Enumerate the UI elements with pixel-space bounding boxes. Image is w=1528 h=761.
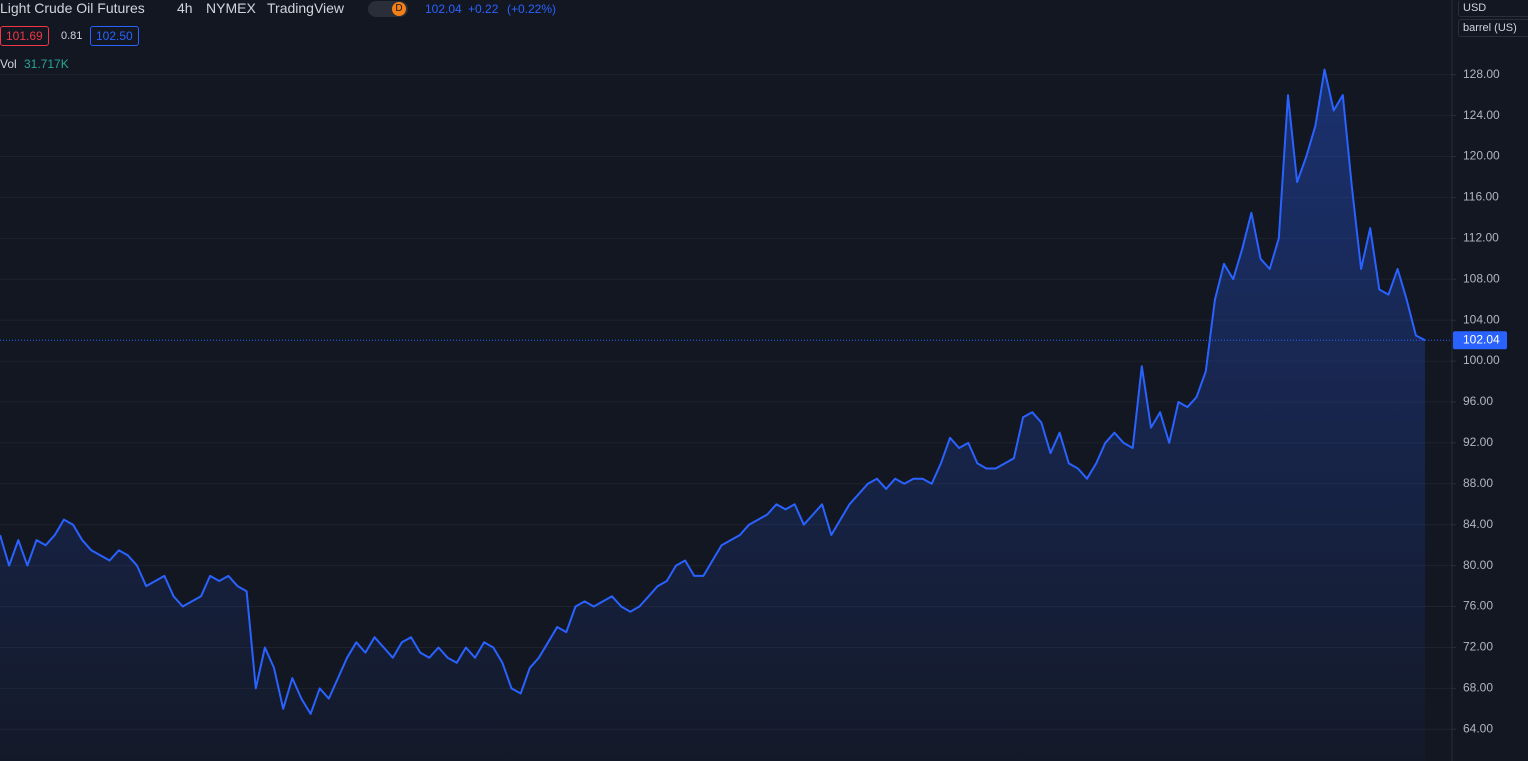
y-tick-label: 116.00	[1463, 190, 1499, 204]
y-tick-label: 100.00	[1463, 353, 1500, 367]
y-tick-label: 108.00	[1463, 271, 1500, 285]
last-price-tag	[1453, 331, 1507, 350]
change: +0.22	[468, 2, 499, 16]
bid[interactable]: 101.69	[0, 26, 49, 46]
area-fill	[0, 69, 1425, 761]
y-tick-label: 88.00	[1463, 476, 1493, 490]
y-tick-label: 120.00	[1463, 149, 1500, 163]
y-tick-label: 72.00	[1463, 640, 1493, 654]
symbol-title: Light Crude Oil Futures	[0, 0, 145, 16]
y-tick-label: 68.00	[1463, 681, 1493, 695]
y-tick-label: 124.00	[1463, 108, 1500, 122]
volume-label: Vol	[0, 57, 17, 71]
y-tick-label: 76.00	[1463, 599, 1493, 613]
y-tick-label: 80.00	[1463, 558, 1493, 572]
spread: 0.81	[61, 30, 83, 42]
status-pill: D	[368, 1, 408, 17]
ask[interactable]: 102.50	[90, 26, 139, 46]
unit-select[interactable]: barrel (US)	[1458, 19, 1528, 37]
y-tick-label: 128.00	[1463, 67, 1500, 81]
volume-value: 31.717K	[24, 57, 69, 71]
source: TradingView	[267, 0, 345, 16]
last-price: 102.04	[425, 2, 462, 16]
y-tick-label: 104.00	[1463, 312, 1500, 326]
price-line	[0, 68, 1426, 715]
y-tick-label: 96.00	[1463, 394, 1493, 408]
change-percent: (+0.22%)	[507, 2, 557, 16]
plot	[0, 68, 1452, 761]
y-tick-label: 92.00	[1463, 435, 1493, 449]
interval[interactable]: 4h	[177, 0, 193, 16]
y-tick-label: 64.00	[1463, 721, 1493, 735]
y-tick-label: 112.00	[1463, 230, 1499, 244]
exchange: NYMEX	[206, 0, 256, 16]
y-tick-label: 84.00	[1463, 517, 1493, 531]
last-price-label: 102.04	[1463, 332, 1500, 346]
grid	[0, 74, 1452, 730]
badge: D	[392, 2, 406, 16]
currency-select[interactable]: USD	[1458, 0, 1528, 17]
price-axis: 64.00 68.00 72.00 76.00 80.00 84.00 88.00 92.00…	[1452, 67, 1507, 735]
